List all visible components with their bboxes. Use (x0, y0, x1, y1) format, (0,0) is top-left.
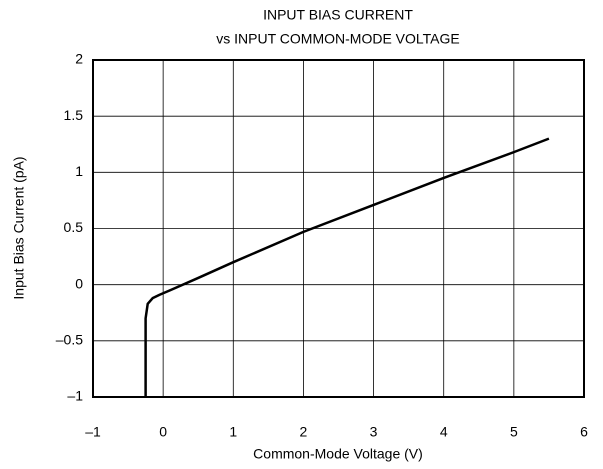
x-axis-label: Common-Mode Voltage (V) (253, 446, 423, 462)
y-tick-label: 1 (75, 163, 83, 179)
y-tick-label: 0.5 (64, 219, 84, 235)
x-tick-label: 4 (440, 424, 448, 440)
x-tick-label: 3 (370, 424, 378, 440)
x-tick-label: 5 (510, 424, 518, 440)
y-tick-label: –0.5 (56, 332, 83, 348)
y-tick-label: 0 (75, 275, 83, 291)
y-tick-label: –1 (67, 388, 83, 404)
chart-title: vs INPUT COMMON-MODE VOLTAGE (216, 31, 459, 47)
x-tick-label: 2 (300, 424, 308, 440)
plot-frame (92, 59, 585, 398)
data-line (144, 137, 550, 397)
x-tick-label: –1 (85, 424, 101, 440)
y-tick-label: 1.5 (64, 107, 84, 123)
y-tick-label: 2 (75, 51, 83, 67)
x-tick-label: 0 (159, 424, 167, 440)
x-tick-label: 6 (580, 424, 588, 440)
x-tick-label: 1 (229, 424, 237, 440)
y-axis-label: Input Bias Current (pA) (11, 156, 27, 299)
chart-title: INPUT BIAS CURRENT (263, 7, 413, 23)
